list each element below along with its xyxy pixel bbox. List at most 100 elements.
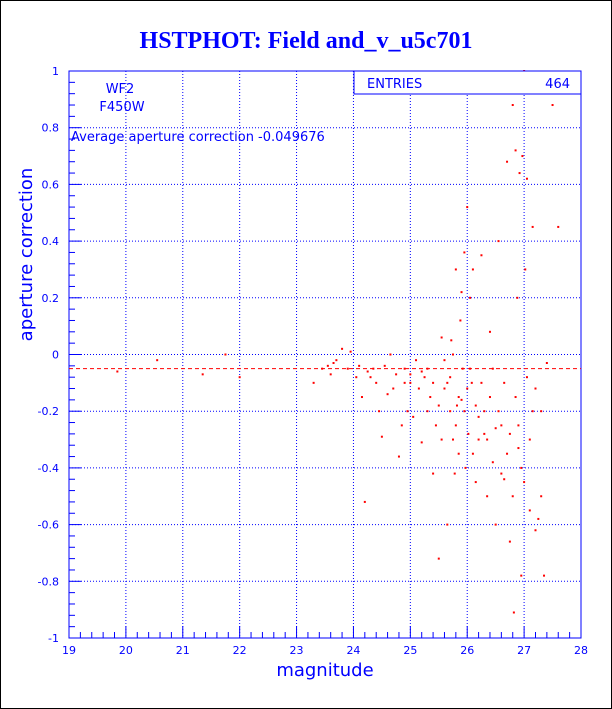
x-tick-label: 28	[574, 644, 588, 657]
data-point	[506, 452, 509, 455]
data-point	[525, 177, 528, 180]
data-point	[454, 268, 457, 271]
data-point	[517, 424, 520, 427]
data-point	[238, 376, 241, 379]
data-point	[480, 254, 483, 257]
data-point	[516, 296, 519, 299]
data-point	[534, 387, 537, 390]
data-point	[460, 291, 463, 294]
data-point	[514, 396, 517, 399]
data-point	[437, 404, 440, 407]
data-point	[437, 557, 440, 560]
data-point	[466, 206, 469, 209]
data-point	[508, 432, 511, 435]
x-tick-label: 22	[233, 644, 247, 657]
data-point	[406, 410, 409, 413]
y-tick-label: -0.8	[38, 575, 59, 588]
data-point	[528, 509, 531, 512]
chart-title: HSTPHOT: Field and_v_u5c701	[140, 28, 473, 54]
data-point	[511, 104, 514, 107]
data-point	[520, 574, 523, 577]
data-point	[412, 415, 415, 418]
data-point	[452, 353, 454, 356]
data-point	[443, 359, 446, 362]
data-point	[466, 387, 469, 390]
data-point	[116, 370, 119, 373]
x-tick-label: 26	[460, 644, 474, 657]
data-point	[341, 347, 344, 350]
data-point	[483, 432, 486, 435]
data-point	[346, 367, 349, 370]
y-tick-label: -0.4	[38, 462, 59, 475]
y-tick-label: -0.2	[38, 405, 59, 418]
data-point	[488, 330, 491, 333]
data-point	[432, 381, 435, 384]
data-point	[524, 268, 527, 271]
data-point	[514, 149, 517, 152]
data-point	[457, 396, 460, 399]
grid-lines	[69, 71, 581, 638]
data-point	[369, 376, 372, 379]
data-point	[503, 478, 506, 481]
chip-label: WF2	[106, 82, 135, 97]
y-tick-label: 0.6	[42, 178, 60, 191]
data-point	[521, 155, 524, 158]
data-point	[453, 472, 456, 475]
data-point	[459, 319, 462, 322]
data-point	[483, 410, 486, 413]
data-point	[557, 225, 560, 228]
data-point	[389, 353, 392, 356]
data-point	[420, 370, 423, 373]
data-point	[455, 404, 458, 407]
data-point	[540, 410, 543, 413]
data-point	[392, 387, 395, 390]
data-point	[420, 441, 423, 444]
data-point	[531, 225, 534, 228]
y-tick-label: 0	[52, 349, 59, 362]
y-axis-label: aperture correction	[16, 168, 37, 342]
data-point	[452, 438, 454, 441]
x-tick-label: 25	[403, 644, 417, 657]
data-point	[486, 495, 489, 498]
data-point	[545, 362, 548, 365]
data-point	[417, 387, 420, 390]
data-point	[360, 396, 363, 399]
data-point	[446, 523, 449, 526]
data-point	[432, 472, 435, 475]
x-axis-label: magnitude	[276, 660, 373, 681]
data-point	[474, 404, 477, 407]
data-point	[471, 268, 474, 271]
filter-label: F450W	[99, 100, 144, 115]
data-point	[503, 381, 506, 384]
data-point	[531, 410, 534, 413]
y-tick-label: -0.6	[38, 519, 59, 532]
y-tick-label: 0.2	[42, 292, 60, 305]
data-point	[426, 410, 429, 413]
data-point	[403, 381, 406, 384]
data-point	[525, 376, 528, 379]
data-point	[450, 339, 453, 342]
data-point	[400, 424, 403, 427]
data-point	[434, 424, 437, 427]
data-point	[378, 410, 381, 413]
data-point	[386, 393, 389, 396]
data-point	[358, 364, 361, 367]
data-point	[480, 381, 483, 384]
data-point	[440, 438, 443, 441]
data-point	[423, 376, 426, 379]
data-point	[332, 362, 335, 365]
entries-value: 464	[545, 77, 570, 92]
data-point	[534, 529, 537, 532]
x-tick-label: 24	[346, 644, 360, 657]
data-point	[403, 367, 406, 370]
data-point	[460, 398, 463, 401]
data-point	[512, 611, 515, 614]
data-point	[474, 481, 477, 484]
entries-label: ENTRIES	[367, 77, 422, 92]
data-point	[355, 376, 358, 379]
data-point	[511, 495, 514, 498]
data-point	[329, 373, 332, 376]
data-point	[494, 523, 497, 526]
data-point	[463, 251, 466, 254]
